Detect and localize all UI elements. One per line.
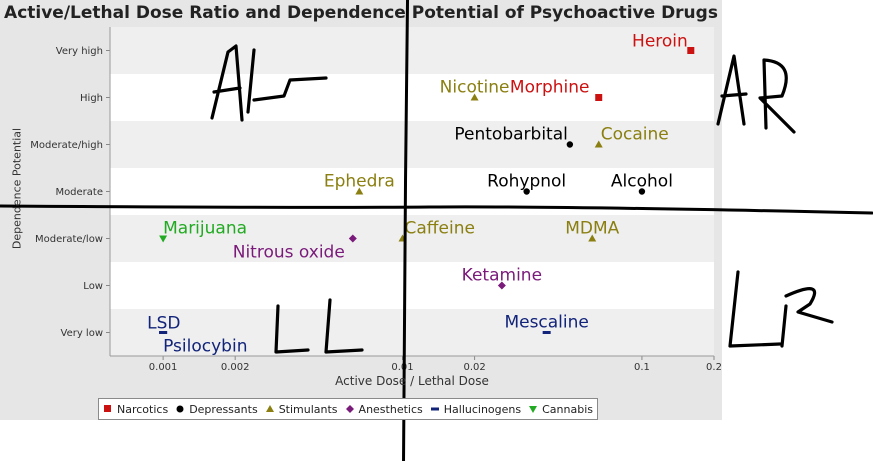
label-lsd: LSD <box>147 314 180 334</box>
point-ketamine <box>497 281 506 290</box>
point-mescaline <box>542 331 551 334</box>
chart-title: Active/Lethal Dose Ratio and Dependence … <box>4 3 718 23</box>
label-rohypnol: Rohypnol <box>487 172 566 192</box>
x-axis-label: Active Dose / Lethal Dose <box>335 374 489 388</box>
y-axis-label: Dependence Potential <box>10 127 24 250</box>
y-tick-label: Very low <box>61 328 104 339</box>
legend-label: Narcotics <box>117 402 169 416</box>
y-tick-label: Moderate/high <box>30 140 103 151</box>
label-pentobarbital: Pentobarbital <box>454 125 567 145</box>
point-marijuana <box>159 235 168 243</box>
legend-label: Anesthetics <box>358 402 423 416</box>
legend-item-anesthetics: Anesthetics <box>345 403 423 416</box>
x-tick-label: 0.1 <box>634 362 650 373</box>
x-tick-label: 0.02 <box>463 362 485 373</box>
legend-label: Hallucinogens <box>443 402 522 416</box>
label-nicotine: Nicotine <box>440 78 510 98</box>
legend-item-hallucinogens: Hallucinogens <box>430 403 521 416</box>
y-tick-label: Very high <box>56 46 103 57</box>
legend-label: Cannabis <box>542 402 593 416</box>
x-tick-label: 0.01 <box>391 362 413 373</box>
point-pentobarbital <box>566 141 574 148</box>
point-alcohol <box>638 188 646 195</box>
label-nitrous-oxide: Nitrous oxide <box>233 243 345 263</box>
label-marijuana: Marijuana <box>163 219 247 239</box>
y-tick-label: High <box>80 93 103 104</box>
point-rohypnol <box>523 188 530 195</box>
point-mdma <box>588 234 597 242</box>
label-ephedra: Ephedra <box>324 172 395 192</box>
legend-item-stimulants: Stimulants <box>265 403 338 416</box>
point-cocaine <box>594 140 603 148</box>
legend-label: Stimulants <box>278 402 338 416</box>
category-band <box>110 27 714 74</box>
point-psilocybin <box>159 331 168 334</box>
handwritten-lr <box>728 270 834 348</box>
legend-item-depressants: Depressants <box>175 403 258 416</box>
legend-symbol <box>529 406 538 413</box>
label-mdma: MDMA <box>565 219 619 239</box>
legend-item-narcotics: Narcotics <box>103 403 168 416</box>
label-cocaine: Cocaine <box>601 125 669 145</box>
legend-symbol <box>104 405 111 412</box>
quadrant-divider-horizontal <box>0 204 873 215</box>
y-tick-label: Moderate/low <box>35 234 103 245</box>
x-tick-label: 0.002 <box>221 362 250 373</box>
category-band <box>110 309 714 356</box>
label-caffeine: Caffeine <box>405 219 475 239</box>
category-band <box>110 215 714 262</box>
legend-label: Depressants <box>189 402 258 416</box>
handwritten-ar <box>716 54 796 134</box>
legend-symbol <box>176 405 184 413</box>
x-tick-label: 0.001 <box>149 362 178 373</box>
x-tick-label: 0.2 <box>706 362 722 373</box>
quadrant-divider-vertical <box>402 0 410 461</box>
point-ephedra <box>355 187 364 195</box>
point-morphine <box>595 94 603 101</box>
legend-symbol <box>430 407 439 411</box>
label-mescaline: Mescaline <box>504 313 588 333</box>
legend-symbol <box>265 405 274 412</box>
point-nitrous-oxide <box>348 234 357 243</box>
point-heroin <box>687 47 695 54</box>
category-band <box>110 262 714 309</box>
y-tick-label: Moderate <box>55 187 103 198</box>
label-alcohol: Alcohol <box>611 172 673 192</box>
legend-symbol <box>345 405 354 413</box>
category-band <box>110 121 714 168</box>
label-ketamine: Ketamine <box>462 266 542 286</box>
y-tick-label: Low <box>83 281 103 292</box>
label-heroin: Heroin <box>632 32 688 52</box>
label-psilocybin: Psilocybin <box>163 337 247 357</box>
category-band <box>110 74 714 121</box>
legend-item-cannabis: Cannabis <box>528 403 593 416</box>
handwritten-ll <box>274 298 364 354</box>
point-nicotine <box>470 93 479 101</box>
label-morphine: Morphine <box>510 78 590 98</box>
legend: Narcotics Depressants Stimulants Anesthetic… <box>98 398 598 420</box>
handwritten-al <box>210 44 328 122</box>
